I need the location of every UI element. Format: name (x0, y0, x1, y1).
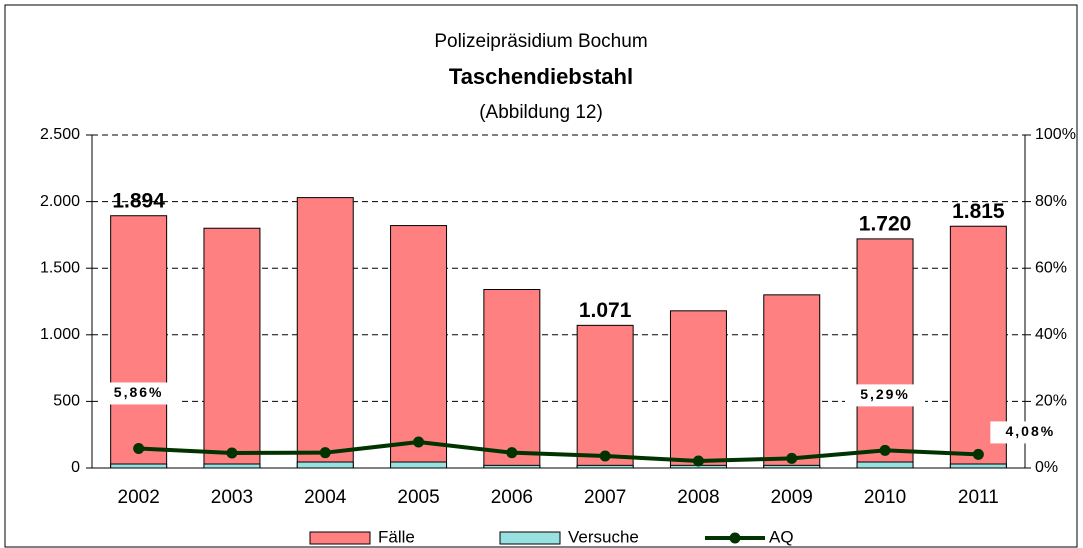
legend-label: Fälle (378, 527, 415, 546)
line-marker (319, 447, 331, 459)
x-tick-label: 2008 (677, 487, 719, 508)
bar (763, 464, 821, 469)
x-tick-label: 2005 (397, 487, 439, 508)
x-tick-label: 2006 (491, 487, 533, 508)
legend-label: AQ (769, 527, 794, 546)
data-label-bg (98, 382, 179, 405)
bar (390, 461, 448, 469)
data-label: 1.815 (952, 200, 1005, 223)
line-marker (972, 448, 984, 460)
y-tick-label: 500 (53, 393, 80, 410)
line-marker (599, 450, 611, 462)
bar (296, 197, 354, 469)
bar (856, 461, 914, 469)
y-tick-label: 2.500 (40, 126, 80, 143)
data-label: 5,29% (860, 386, 910, 402)
y-tick-label: 1.500 (40, 259, 80, 276)
legend-swatch (309, 531, 371, 545)
line-marker (226, 447, 238, 459)
x-tick-label: 2004 (304, 487, 347, 508)
y2-tick-label: 0% (1035, 459, 1058, 476)
data-label: 1.071 (579, 299, 632, 322)
line-marker (506, 447, 518, 459)
bar (576, 324, 634, 469)
x-tick-label: 2011 (958, 487, 999, 508)
bar (576, 464, 634, 469)
chart-supertitle: Polizeipräsidium Bochum (434, 31, 647, 52)
y-tick-label: 0 (71, 459, 80, 476)
chart-title: Taschendiebstahl (449, 64, 633, 89)
bar (110, 463, 168, 469)
bar (763, 294, 821, 469)
bar (296, 461, 354, 469)
x-tick-label: 2002 (118, 487, 160, 508)
data-label: 1.894 (112, 189, 165, 212)
y-tick-label: 2.000 (40, 193, 80, 210)
x-tick-label: 2003 (211, 487, 253, 508)
x-tick-label: 2007 (584, 487, 626, 508)
bar (483, 289, 541, 469)
y2-tick-label: 100% (1035, 126, 1076, 143)
data-label-bg (990, 421, 1071, 444)
bar (483, 464, 541, 469)
bar (669, 310, 727, 469)
y2-tick-label: 40% (1035, 326, 1067, 343)
bar (110, 215, 168, 469)
line (138, 440, 979, 464)
chart-subtitle: (Abbildung 12) (479, 102, 603, 123)
data-label-bg (845, 384, 926, 407)
line-marker (692, 455, 704, 467)
x-tick-label: 2009 (771, 487, 813, 508)
bar (203, 227, 261, 469)
bar (203, 463, 261, 469)
y2-tick-label: 80% (1035, 193, 1067, 210)
data-label: 1.720 (859, 212, 912, 235)
y2-tick-label: 60% (1035, 259, 1067, 276)
line-marker (786, 452, 798, 464)
x-tick-label: 2010 (864, 487, 906, 508)
legend-marker (729, 532, 741, 544)
y2-tick-label: 20% (1035, 393, 1067, 410)
line-marker (133, 442, 145, 454)
bar (856, 238, 914, 469)
line-marker (879, 444, 891, 456)
legend-label: Versuche (568, 527, 639, 546)
line-marker (413, 436, 425, 448)
y-tick-label: 1.000 (40, 326, 80, 343)
data-label: 5,86% (114, 384, 164, 400)
bar (949, 463, 1007, 469)
bar (390, 225, 448, 469)
data-label: 4,08% (1005, 423, 1055, 439)
legend-swatch (499, 531, 561, 545)
